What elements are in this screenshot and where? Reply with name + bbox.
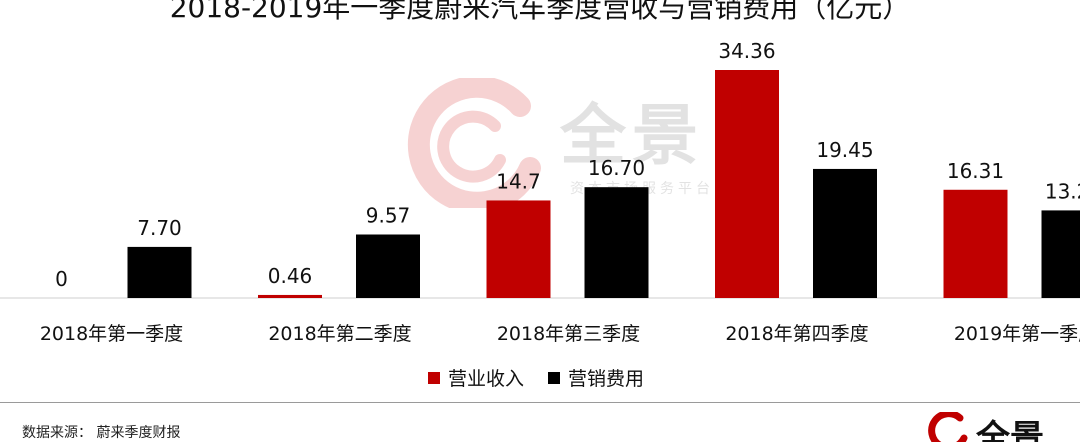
bar-marketing-4 <box>813 168 877 298</box>
bar-revenue-3 <box>486 200 551 298</box>
data-label-marketing-5: 13.20 <box>1045 179 1080 203</box>
x-tick-label-3: 2018年第三季度 <box>497 323 640 345</box>
data-label-revenue-4: 34.36 <box>718 39 775 63</box>
data-label-marketing-2: 9.57 <box>366 203 411 227</box>
legend-item-marketing: 营销费用 <box>548 364 644 391</box>
corner-logo-icon <box>928 412 968 442</box>
source-note: 数据来源： 蔚来季度财报 <box>22 425 181 441</box>
corner-logo-text: 全景 <box>976 418 1044 442</box>
data-label-revenue-3: 14.7 <box>496 169 541 193</box>
bar-marketing-5 <box>1041 210 1080 298</box>
bar-revenue-4 <box>715 70 779 298</box>
legend: 营业收入 营销费用 <box>428 364 658 391</box>
bar-marketing-1 <box>127 246 192 298</box>
x-tick-label-2: 2018年第二季度 <box>268 323 411 345</box>
legend-label-revenue: 营业收入 <box>448 368 525 390</box>
bar-marketing-2 <box>356 234 420 298</box>
data-label-marketing-3: 16.70 <box>588 156 645 180</box>
legend-swatch-marketing <box>548 371 561 384</box>
divider <box>0 402 1080 403</box>
data-label-revenue-2: 0.46 <box>268 264 313 288</box>
data-label-revenue-1: 0 <box>55 267 68 291</box>
bar-revenue-2 <box>258 294 322 298</box>
corner-logo: 全景 <box>920 408 1080 442</box>
bar-chart: 0 7.70 2018年第一季度 0.46 9.57 2018年第二季度 14.7 16.70… <box>0 39 1080 345</box>
x-tick-label-5: 2019年第一季度 <box>954 323 1080 345</box>
data-label-marketing-1: 7.70 <box>137 216 182 240</box>
legend-label-marketing: 营销费用 <box>568 368 645 390</box>
x-tick-label-1: 2018年第一季度 <box>40 323 183 345</box>
bar-marketing-3 <box>584 187 649 298</box>
chart-title: 2018-2019年一季度蔚来汽车季度营收与营销费用（亿元） <box>169 0 911 24</box>
x-tick-label-4: 2018年第四季度 <box>725 323 868 345</box>
data-label-marketing-4: 19.45 <box>816 138 873 162</box>
legend-item-revenue: 营业收入 <box>428 364 524 391</box>
legend-swatch-revenue <box>428 371 440 384</box>
data-label-revenue-5: 16.31 <box>947 159 1004 183</box>
bar-revenue-5 <box>943 189 1008 298</box>
